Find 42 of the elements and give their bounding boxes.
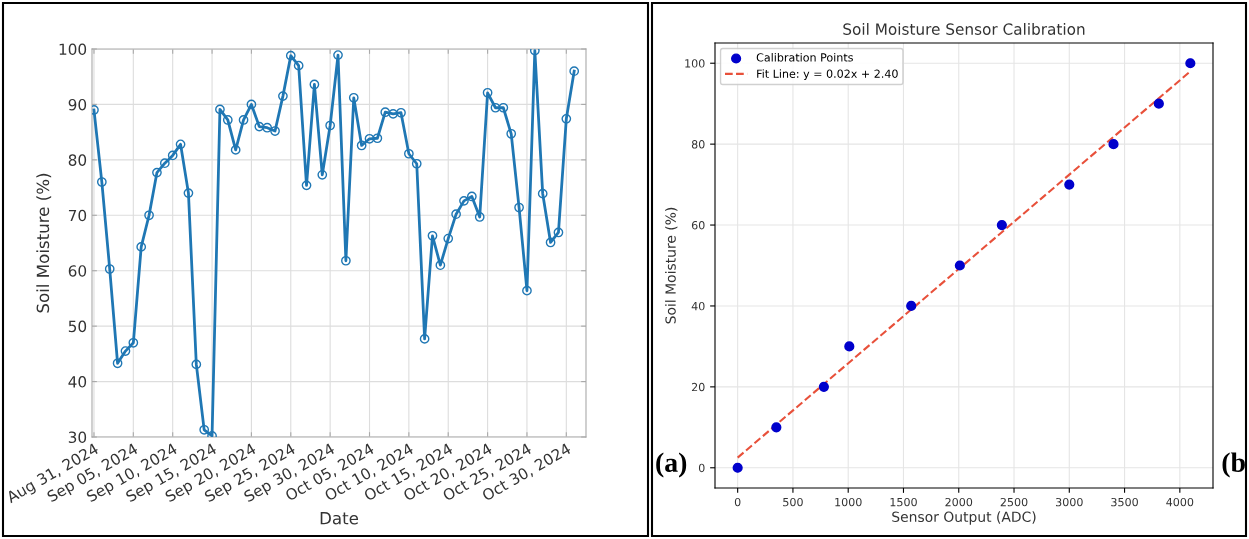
x-axis-title: Sensor Output (ADC) bbox=[892, 511, 1036, 525]
y-tick-label: 90 bbox=[68, 98, 87, 111]
x-tick-label: 3500 bbox=[1111, 497, 1138, 507]
y-tick-label: 60 bbox=[691, 221, 705, 230]
point bbox=[1108, 139, 1119, 150]
point bbox=[818, 381, 829, 392]
y-tick-label: 80 bbox=[691, 140, 705, 149]
legend-label: Fit Line: y = 0.02x + 2.40 bbox=[757, 69, 898, 81]
point bbox=[1064, 179, 1075, 190]
y-tick-label: 60 bbox=[68, 265, 87, 277]
y-axis-title: Soil Moisture (%) bbox=[36, 173, 52, 313]
point bbox=[844, 341, 855, 352]
y-axis-title: Soil Moisture (%) bbox=[665, 207, 678, 324]
x-tick-label: 1500 bbox=[890, 497, 917, 507]
y-tick-label: 80 bbox=[68, 154, 87, 166]
y-tick-label: 30 bbox=[68, 431, 87, 444]
legend-label: Calibration Points bbox=[756, 53, 853, 62]
point bbox=[1153, 98, 1164, 109]
chart-title: Soil Moisture Sensor Calibration bbox=[843, 23, 1085, 35]
x-tick-label: 0 bbox=[734, 497, 741, 507]
y-tick-label: 100 bbox=[59, 43, 87, 56]
point bbox=[906, 300, 917, 312]
x-tick-label: 1000 bbox=[835, 497, 862, 507]
y-tick-label: 50 bbox=[68, 320, 87, 333]
x-tick-label: 4000 bbox=[1166, 497, 1194, 507]
text: (b bbox=[1222, 452, 1245, 478]
x-tick-label: 500 bbox=[783, 497, 803, 507]
point bbox=[954, 260, 965, 271]
x-axis-title: Date bbox=[320, 512, 359, 525]
point bbox=[732, 462, 743, 473]
x-tick-label: 2500 bbox=[1000, 497, 1028, 507]
y-tick-label: 20 bbox=[691, 382, 705, 392]
y-tick-label: 70 bbox=[68, 209, 87, 222]
x-tick-label: 3000 bbox=[1056, 497, 1083, 507]
x-tick-label: 2000 bbox=[945, 497, 973, 507]
y-tick-label: 100 bbox=[685, 59, 705, 68]
y-tick-label: 40 bbox=[691, 301, 705, 311]
point bbox=[1185, 58, 1196, 69]
text: (a) bbox=[656, 452, 687, 478]
point bbox=[771, 422, 782, 433]
point bbox=[996, 219, 1007, 231]
y-tick-label: 40 bbox=[68, 376, 87, 388]
